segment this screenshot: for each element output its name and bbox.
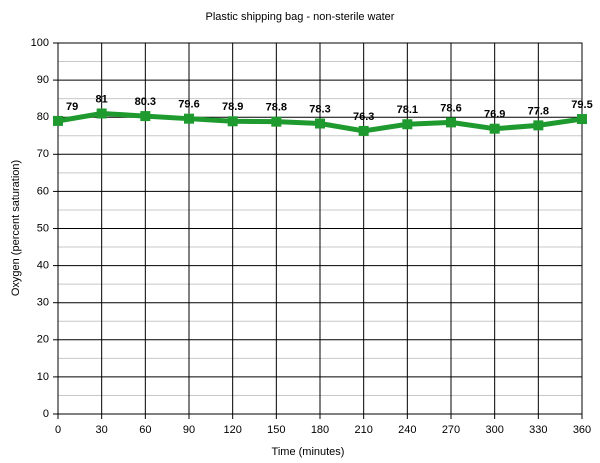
data-label: 77.8 — [528, 105, 549, 117]
y-tick-label: 50 — [37, 222, 49, 234]
x-tick-label: 210 — [354, 424, 372, 436]
x-tick-label: 90 — [183, 424, 195, 436]
x-tick-label: 30 — [96, 424, 108, 436]
data-point — [271, 116, 282, 127]
chart-title: Plastic shipping bag - non-sterile water — [206, 11, 395, 23]
y-tick-label: 100 — [31, 37, 49, 49]
data-label: 76.3 — [353, 111, 374, 123]
y-tick-label: 20 — [37, 334, 49, 346]
y-tick-label: 0 — [43, 408, 49, 420]
x-tick-label: 360 — [573, 424, 591, 436]
data-label: 78.9 — [222, 101, 243, 113]
y-tick-label: 70 — [37, 148, 49, 160]
y-tick-label: 80 — [37, 111, 49, 123]
data-point — [315, 118, 325, 129]
x-tick-label: 240 — [398, 424, 416, 436]
data-label: 78.1 — [397, 104, 418, 116]
data-label: 78.6 — [440, 102, 461, 114]
data-point — [227, 116, 238, 127]
data-point — [533, 120, 544, 131]
data-point — [358, 125, 369, 136]
data-point — [446, 117, 456, 128]
data-point — [96, 108, 107, 119]
x-axis-label: Time (minutes) — [272, 446, 345, 458]
data-label: 79.6 — [178, 99, 199, 111]
data-label: 79 — [66, 101, 78, 113]
data-label: 81 — [96, 93, 108, 105]
data-label: 78.8 — [266, 102, 287, 114]
data-point — [577, 114, 587, 125]
y-axis-label: Oxygen (percent saturation) — [10, 160, 22, 296]
data-point — [140, 111, 151, 122]
data-label: 78.3 — [309, 103, 330, 115]
data-label: 76.9 — [484, 109, 505, 121]
plot-frame — [57, 42, 583, 415]
y-tick-label: 60 — [37, 185, 49, 197]
x-tick-label: 0 — [55, 424, 61, 436]
x-tick-label: 330 — [529, 424, 547, 436]
data-label: 79.5 — [571, 99, 592, 111]
data-point — [184, 113, 194, 124]
x-tick-label: 270 — [442, 424, 460, 436]
data-point — [402, 119, 413, 130]
x-tick-label: 180 — [311, 424, 329, 436]
x-tick-label: 300 — [485, 424, 503, 436]
data-point — [53, 115, 63, 126]
y-tick-label: 30 — [37, 297, 49, 309]
x-tick-label: 60 — [139, 424, 151, 436]
x-tick-label: 150 — [267, 424, 285, 436]
y-tick-label: 90 — [37, 74, 49, 86]
y-tick-label: 40 — [37, 260, 49, 272]
x-tick-label: 120 — [223, 424, 241, 436]
data-point — [489, 123, 500, 134]
data-label: 80.3 — [135, 96, 156, 108]
y-tick-label: 10 — [37, 371, 49, 383]
